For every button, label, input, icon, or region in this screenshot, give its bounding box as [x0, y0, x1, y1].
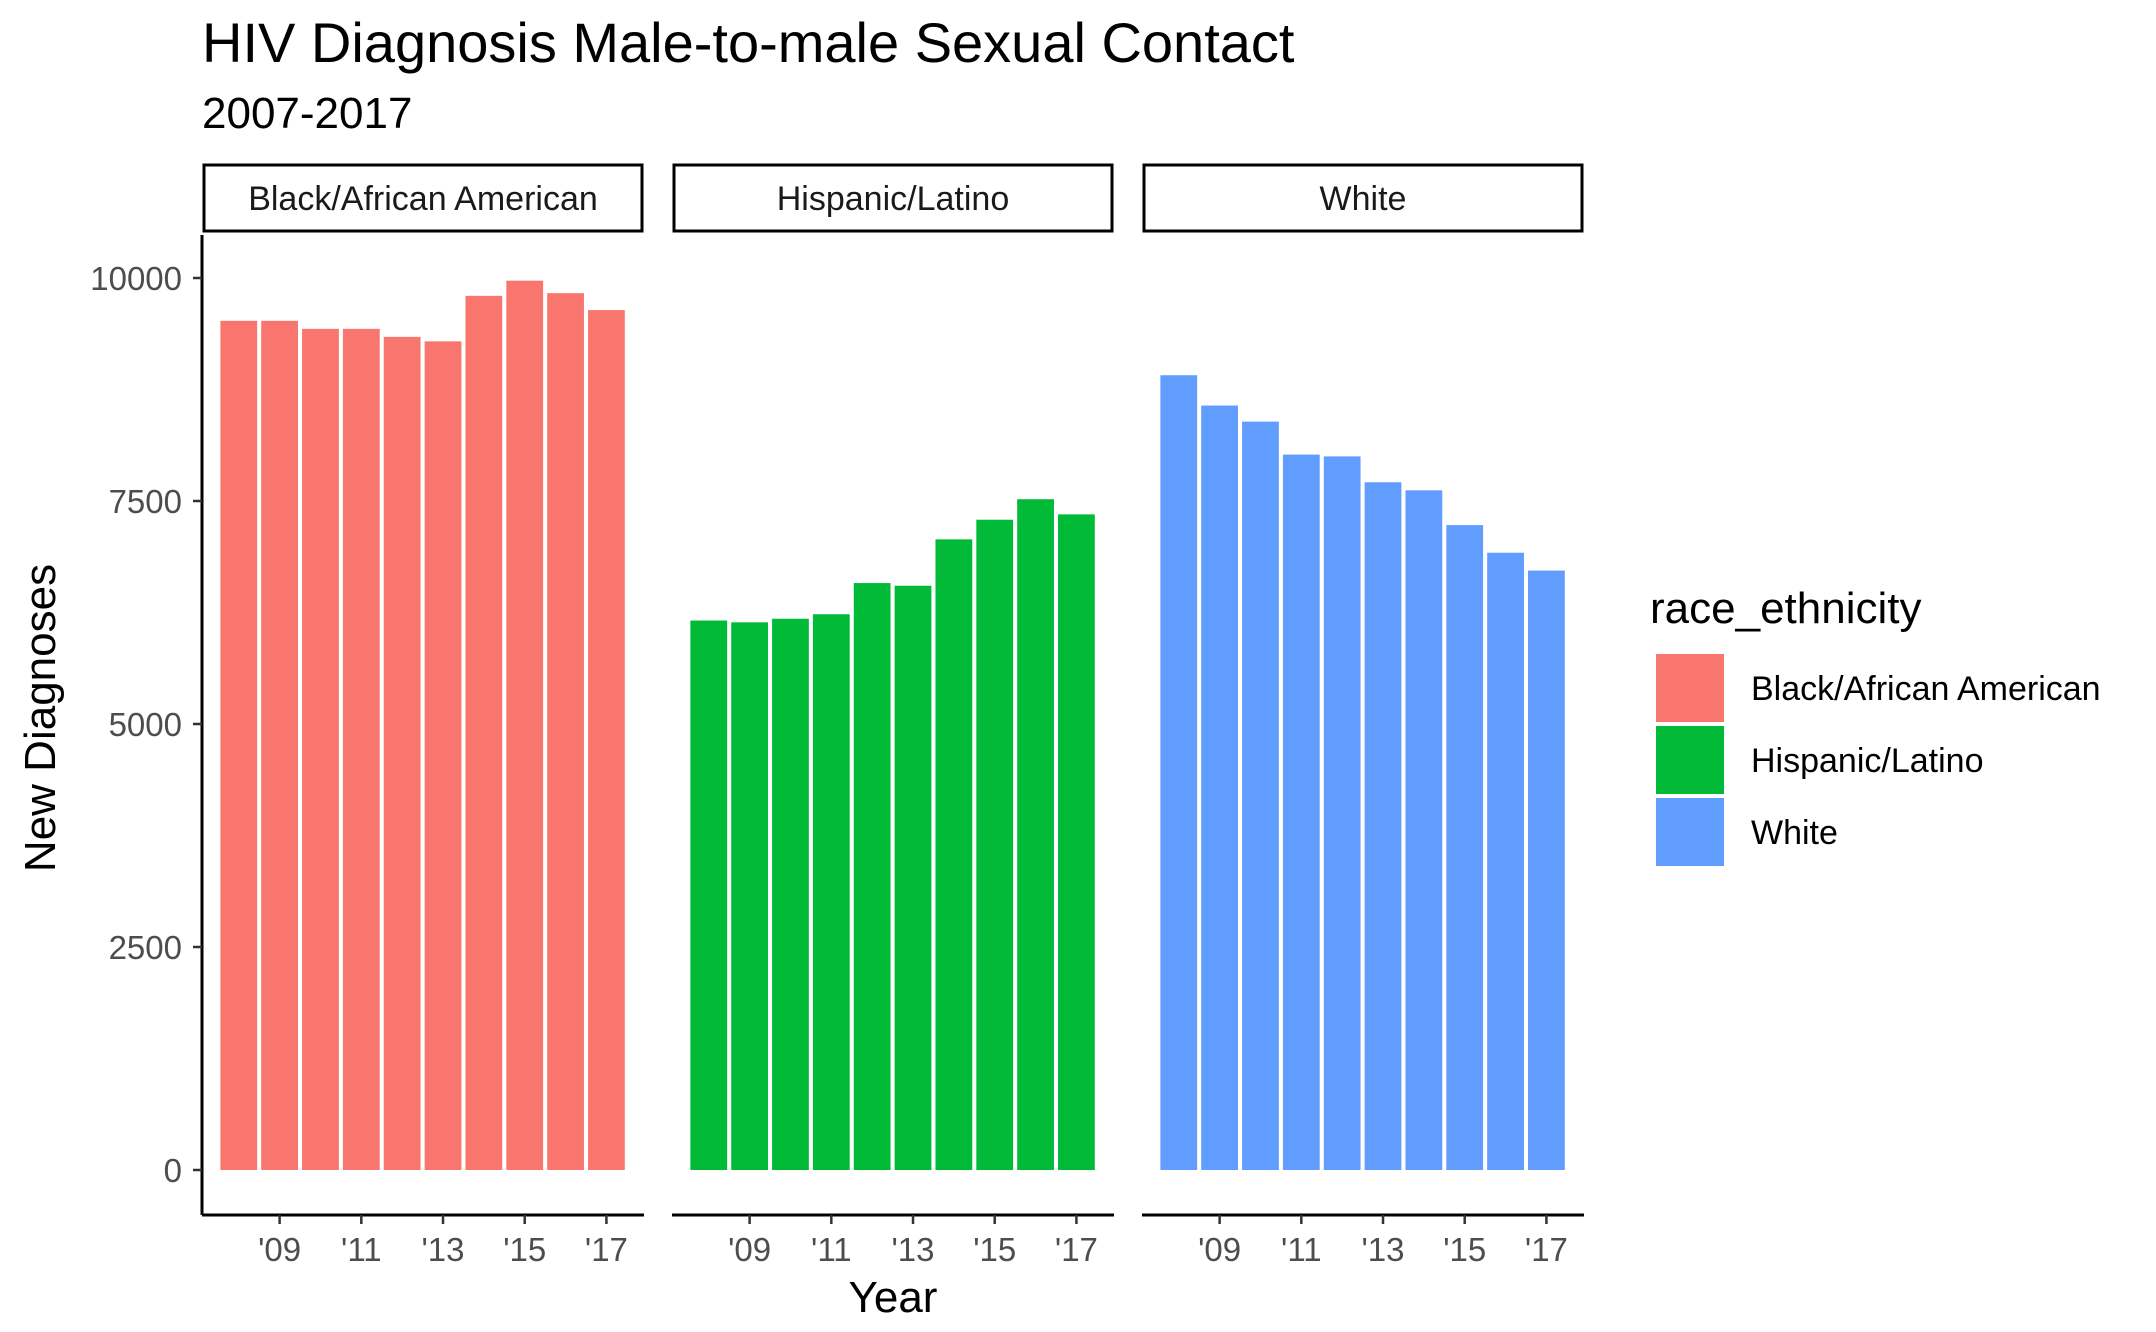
bar	[894, 585, 932, 1170]
bar	[812, 614, 850, 1170]
x-tick-label: '17	[585, 1231, 628, 1268]
facet-strip-label: Hispanic/Latino	[777, 180, 1009, 218]
bar	[690, 620, 728, 1170]
bar	[465, 295, 503, 1171]
facet-strip: White	[1142, 163, 1584, 233]
bar	[383, 336, 421, 1170]
bar	[772, 618, 809, 1170]
legend-label: Black/African American	[1751, 670, 2101, 708]
chart-subtitle: 2007-2017	[202, 89, 412, 138]
facet-strip-box	[202, 163, 644, 233]
facet-strip: Black/African American	[202, 163, 644, 233]
x-tick-label: '15	[973, 1231, 1016, 1268]
bar	[1528, 570, 1565, 1170]
chart-title: HIV Diagnosis Male-to-male Sexual Contac…	[202, 11, 1295, 74]
y-tick-label: 7500	[109, 483, 182, 520]
facet-strip-box	[1142, 163, 1584, 233]
bar	[1487, 552, 1524, 1170]
bar	[1017, 499, 1054, 1171]
bar	[1323, 456, 1361, 1170]
facet-strip-label: Black/African American	[248, 180, 598, 218]
facet-strip-label: White	[1320, 180, 1407, 218]
facet-panel: '09 '11 '13 '15 '17	[1142, 375, 1584, 1268]
facet-panel: '09 '11 '13 '15 '17	[672, 499, 1114, 1268]
x-tick-label: '11	[1281, 1231, 1322, 1268]
bar	[342, 328, 380, 1171]
facet-strip-box	[672, 163, 1114, 233]
y-tick-label: 2500	[109, 929, 182, 966]
bar	[976, 519, 1014, 1170]
bar	[853, 583, 891, 1170]
legend-label: Hispanic/Latino	[1751, 742, 1983, 780]
legend: race_ethnicity Black/African American His…	[1650, 584, 2101, 866]
bar	[220, 320, 258, 1170]
bar	[424, 341, 462, 1171]
bar	[506, 280, 544, 1170]
bar	[1405, 490, 1443, 1170]
x-axis-title: Year	[849, 1273, 938, 1322]
bar	[1446, 525, 1484, 1170]
y-tick-label: 10000	[90, 260, 182, 297]
bar	[731, 622, 768, 1170]
x-tick-label: '09	[258, 1231, 301, 1268]
x-tick-label: '11	[811, 1231, 852, 1268]
facet-panel: '09 '11 '13 '15 '17	[202, 280, 644, 1268]
y-axis-title: New Diagnoses	[16, 564, 65, 872]
bar	[588, 310, 625, 1170]
bar	[261, 320, 298, 1170]
x-tick-label: '13	[892, 1231, 935, 1268]
facet-strip: Hispanic/Latino	[672, 163, 1114, 233]
bar	[302, 328, 339, 1171]
legend-key	[1656, 726, 1724, 794]
bar	[1201, 405, 1238, 1170]
x-tick-label: '15	[1443, 1231, 1486, 1268]
bar	[1364, 482, 1402, 1170]
legend-label: White	[1751, 814, 1838, 852]
y-tick-label: 5000	[109, 706, 182, 743]
bar	[1242, 421, 1279, 1170]
x-tick-label: '13	[1362, 1231, 1405, 1268]
bar	[547, 293, 584, 1170]
legend-key	[1656, 654, 1724, 722]
x-tick-label: '09	[1198, 1231, 1241, 1268]
x-tick-label: '11	[341, 1231, 382, 1268]
bar	[935, 539, 973, 1170]
x-tick-label: '13	[422, 1231, 465, 1268]
x-tick-label: '17	[1525, 1231, 1568, 1268]
bar	[1160, 375, 1198, 1171]
x-tick-label: '17	[1055, 1231, 1098, 1268]
x-tick-label: '15	[503, 1231, 546, 1268]
x-tick-label: '09	[728, 1231, 771, 1268]
legend-title: race_ethnicity	[1650, 584, 1921, 633]
legend-key	[1656, 798, 1724, 866]
y-tick-label: 0	[164, 1152, 182, 1189]
bar	[1058, 514, 1095, 1170]
bar	[1282, 454, 1320, 1170]
